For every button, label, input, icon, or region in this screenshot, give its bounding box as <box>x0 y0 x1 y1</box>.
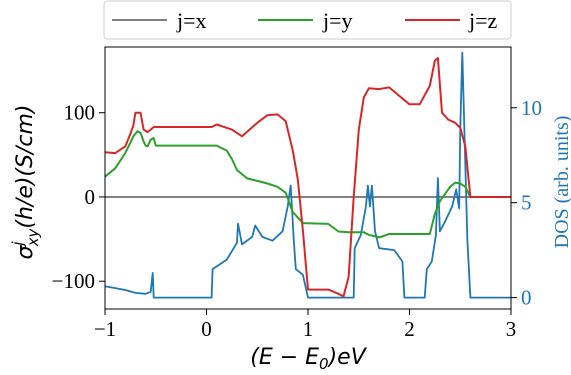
y-axis-label-right: DOS (arb. units) <box>551 116 571 249</box>
y-left-tick-label: 0 <box>85 185 96 209</box>
series-layer <box>104 51 511 299</box>
legend: j=x j=y j=z <box>103 0 512 40</box>
series-line-j-z <box>104 57 511 298</box>
x-tick-label: 3 <box>506 317 517 341</box>
x-axis-label: (E − E0)eV <box>250 345 367 373</box>
y-left-tick-label: −100 <box>52 269 95 293</box>
x-tick-label: 2 <box>404 317 415 341</box>
y-left-tick-label: 100 <box>64 101 96 125</box>
y-right-tick-label: 0 <box>521 286 532 310</box>
legend-label-y: j=y <box>322 8 353 33</box>
legend-label-x: j=x <box>176 8 207 33</box>
y-right-tick-label: 10 <box>521 96 542 120</box>
y-right-tick-label: 5 <box>521 191 532 215</box>
x-tick-label: −1 <box>94 317 116 341</box>
x-tick-label: 0 <box>201 317 212 341</box>
series-line-dos <box>104 51 511 299</box>
series-line-j-y <box>104 130 511 239</box>
y-axis-label-left: σjxy(h/e)(S/cm) <box>9 104 42 259</box>
plot-frame <box>104 46 512 310</box>
legend-label-z: j=z <box>468 8 498 33</box>
tick-layer: −1 0 1 2 3 100 0 −100 0 5 10 <box>52 96 542 341</box>
x-tick-label: 1 <box>303 317 314 341</box>
